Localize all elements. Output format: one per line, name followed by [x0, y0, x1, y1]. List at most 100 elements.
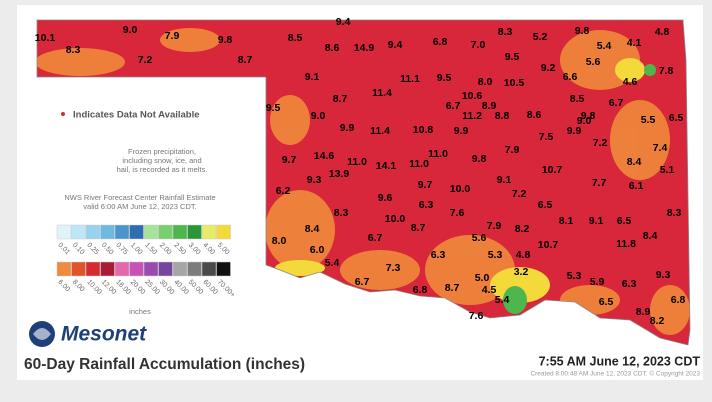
station-value: 9.9	[567, 125, 582, 137]
station-value: 10.7	[538, 239, 559, 251]
station-value: 9.1	[497, 174, 512, 186]
station-value: 10.5	[504, 77, 525, 89]
station-value: 9.4	[388, 39, 403, 51]
station-value: 11.2	[462, 110, 482, 122]
station-value: 14.1	[376, 160, 397, 172]
frozen-note: including snow, ice, and	[122, 156, 201, 165]
legend-swatch	[187, 261, 202, 277]
station-value: 6.1	[629, 180, 644, 192]
legend-swatch	[129, 224, 144, 240]
station-value: 6.5	[669, 112, 684, 124]
station-value: 10.6	[462, 90, 483, 102]
logo	[29, 321, 55, 347]
station-value: 10.7	[542, 164, 563, 176]
station-value: 7.2	[512, 188, 527, 200]
station-value: 7.5	[539, 131, 554, 143]
legend-swatch	[114, 261, 130, 277]
station-value: 10.8	[413, 124, 434, 136]
station-value: 6.6	[563, 71, 578, 83]
brand: Mesonet	[61, 323, 147, 346]
station-value: 9.1	[305, 71, 320, 83]
station-value: 9.8	[581, 110, 596, 122]
legend-swatch	[56, 224, 72, 240]
station-value: 5.6	[586, 56, 601, 68]
station-value: 7.4	[653, 142, 668, 154]
station-value: 4.8	[516, 249, 531, 261]
station-value: 4.5	[482, 284, 497, 296]
station-value: 5.2	[533, 31, 548, 43]
station-value: 8.3	[498, 26, 513, 38]
legend-swatch	[158, 261, 173, 277]
legend-swatch	[71, 261, 86, 277]
station-value: 6.7	[368, 232, 383, 244]
legend-swatch	[201, 261, 217, 277]
legend-swatch	[100, 261, 115, 277]
legend-swatch	[100, 224, 115, 240]
station-value: 9.4	[336, 16, 351, 28]
legend-swatch	[172, 224, 188, 240]
station-value: 6.7	[609, 97, 624, 109]
station-value: 7.6	[469, 310, 484, 322]
station-value: 8.7	[411, 222, 426, 234]
legend-swatch	[85, 261, 101, 277]
frozen-note: hail, is recorded as it melts.	[117, 165, 208, 174]
station-value: 8.4	[305, 223, 320, 235]
station-value: 9.0	[577, 115, 592, 127]
station-value: 9.8	[575, 25, 590, 37]
station-value: 9.7	[282, 154, 297, 166]
legend-swatch	[158, 224, 173, 240]
station-value: 8.7	[238, 54, 253, 66]
station-value: 11.4	[372, 87, 392, 99]
station-value: 8.2	[650, 315, 665, 327]
station-value: 4.1	[627, 37, 642, 49]
station-value: 6.5	[538, 199, 553, 211]
station-value: 7.2	[138, 54, 153, 66]
station-value: 4.6	[623, 76, 638, 88]
legend-swatch	[187, 224, 202, 240]
legend-swatch	[216, 261, 231, 277]
map-title: 60-Day Rainfall Accumulation (inches)	[24, 356, 305, 373]
station-value: 9.5	[437, 72, 452, 84]
frozen-note: Frozen precipitation,	[128, 147, 196, 156]
created-note: Created 8:00:48 AM June 12, 2023 CDT. © …	[530, 370, 700, 378]
station-value: 13.9	[329, 168, 350, 180]
station-value: 9.3	[307, 174, 322, 186]
station-value: 8.7	[333, 93, 348, 105]
station-value: 6.3	[419, 199, 434, 211]
station-value: 8.0	[272, 235, 287, 247]
station-value: 5.4	[495, 294, 510, 306]
station-value: 6.8	[413, 284, 428, 296]
legend-swatch	[129, 261, 144, 277]
station-value: 9.9	[340, 122, 355, 134]
station-value: 9.7	[418, 179, 433, 191]
station-value: 5.4	[325, 257, 340, 269]
station-value: 9.6	[378, 192, 393, 204]
station-value: 14.6	[314, 150, 335, 162]
legend-swatch	[216, 224, 231, 240]
station-value: 8.4	[627, 156, 642, 168]
station-value: 10.0	[385, 213, 406, 225]
station-value: 6.8	[433, 36, 448, 48]
station-value: 7.9	[505, 144, 520, 156]
station-value: 5.1	[660, 164, 675, 176]
station-value: 7.3	[386, 262, 401, 274]
station-value: 11.8	[616, 238, 636, 250]
station-value: 6.0	[310, 244, 325, 256]
station-value: 5.3	[567, 270, 582, 282]
station-value: 6.7	[355, 276, 370, 288]
station-value: 8.9	[482, 100, 497, 112]
station-value: 7.0	[471, 39, 486, 51]
station-value: 9.8	[218, 34, 233, 46]
nws-note: NWS River Forecast Center Rainfall Estim…	[64, 193, 215, 202]
legend-swatch	[143, 261, 159, 277]
station-value: 5.3	[488, 249, 503, 261]
station-value: 9.0	[123, 24, 138, 36]
station-value: 6.5	[599, 296, 614, 308]
station-value: 9.5	[505, 51, 520, 63]
station-value: 9.2	[541, 62, 556, 74]
station-value: 4.8	[655, 26, 670, 38]
station-value: 6.3	[622, 278, 637, 290]
station-value: 7.7	[592, 177, 607, 189]
station-value: 8.3	[66, 44, 81, 56]
